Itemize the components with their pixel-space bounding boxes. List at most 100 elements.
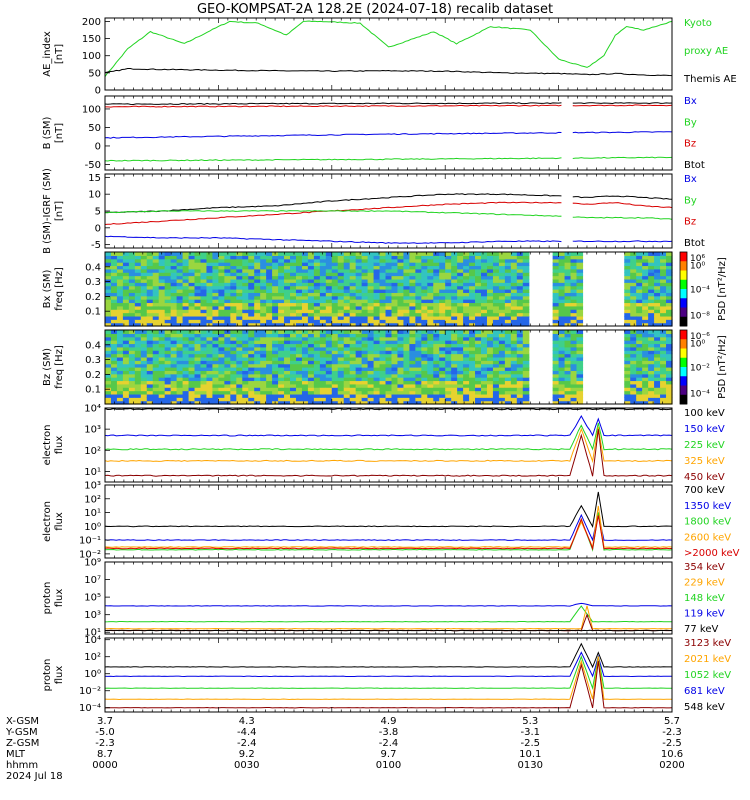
spectrogram-cell [403,383,410,388]
spectrogram-cell [122,272,130,277]
spectrogram-cell [624,333,631,338]
spectrogram-cell [457,356,464,361]
spectrogram-cell [415,292,422,297]
spectrogram-cell [475,397,482,402]
spectrogram-cell [105,340,112,345]
spectrogram-cell [445,380,452,385]
spectrogram-cell [116,262,124,267]
spectrogram-cell [552,393,560,398]
spectrogram-cell [188,390,196,395]
spectrogram-cell [361,289,369,293]
spectrogram-cell [427,285,434,290]
spectrogram-cell [373,336,381,341]
spectrogram-cell [463,278,470,283]
spectrogram-cell [492,360,500,365]
spectrogram-cell [636,295,643,300]
spectrogram-cell [116,387,124,392]
spectrogram-cell [439,363,446,368]
spectrogram-cell [421,400,428,405]
spectrogram-cell [188,312,196,317]
spectrogram-cell [415,336,422,341]
spectrogram-cell [260,383,267,388]
spectrogram-cell [666,367,673,371]
spectrogram-cell [140,322,148,327]
spectrogram-cell [457,252,464,256]
spectrogram-cell [128,353,136,358]
spectrogram-cell [463,289,470,293]
spectrogram-cell [421,340,428,345]
spectrogram-cell [367,356,375,361]
spectrogram-cell [475,383,482,388]
spectrogram-cell [295,278,303,283]
spectrogram-cell [463,350,470,355]
spectrogram-cell [128,278,136,283]
spectrogram-cell [295,305,303,310]
spectrogram-cell [421,373,428,378]
spectrogram-cell [463,312,470,317]
spectrogram-cell [349,315,357,320]
y-tick-label: 10⁷ [84,575,101,586]
spectrogram-cell [248,383,255,388]
spectrogram-cell [140,278,148,283]
spectrogram-cell [391,272,399,277]
spectrogram-cell [642,262,649,267]
spectrogram-cell [170,363,178,368]
spectrogram-cell [427,363,434,368]
spectrogram-cell [218,289,225,293]
spectrogram-cell [379,309,387,314]
spectrogram-cell [516,343,524,348]
spectrogram-cell [313,262,321,267]
spectrogram-cell [188,299,196,304]
spectrogram-cell [116,315,124,320]
spectrogram-cell [355,315,363,320]
spectrogram-cell [624,255,631,260]
spectrogram-cell [206,367,214,371]
spectrogram-cell [421,356,428,361]
spectrogram-cell [105,333,112,338]
spectrogram-cell [552,295,560,300]
spectrogram-cell [343,255,351,260]
legend-entry: 1052 keV [684,670,731,681]
spectrogram-cell [164,383,172,388]
spectrogram-cell [451,275,458,280]
spectrogram-cell [242,289,249,293]
spectrogram-cell [266,360,273,365]
spectrogram-cell [343,363,351,368]
spectrogram-cell [558,319,566,324]
spectrogram-cell [516,346,524,351]
spectrogram-cell [152,400,160,405]
spectrogram-cell [355,343,363,348]
spectrogram-cell [660,346,667,351]
spectrogram-cell [367,252,375,256]
spectrogram-cell [116,292,124,297]
spectrogram-cell [343,299,351,304]
spectrogram-cell [475,275,482,280]
spectrogram-cell [552,309,560,314]
spectrogram-cell [164,387,172,392]
spectrogram-cell [463,336,470,341]
spectrogram-cell [403,343,410,348]
spectrogram-cell [290,272,297,277]
spectrogram-cell [134,258,142,263]
spectrogram-cell [445,252,452,256]
spectrogram-cell [439,312,446,317]
spectrogram-cell [230,265,237,270]
spectrogram-cell [666,272,673,277]
spectrogram-cell [319,360,327,365]
spectrogram-cell [427,367,434,371]
y-tick-label: 150 [82,34,101,45]
spectrogram-cell [558,312,566,317]
spectrogram-cell [486,360,494,365]
spectrogram-cell [636,336,643,341]
spectrogram-cell [105,373,112,378]
spectrogram-cell [140,330,148,334]
spectrogram-cell [313,315,321,320]
spectrogram-cell [325,380,333,385]
spectrogram-cell [349,255,357,260]
spectrogram-cell [522,367,530,371]
spectrogram-cell [648,333,655,338]
spectrogram-cell [230,383,237,388]
spectrogram-cell [624,400,631,405]
spectrogram-cell [385,255,393,260]
spectrogram-cell [337,299,345,304]
